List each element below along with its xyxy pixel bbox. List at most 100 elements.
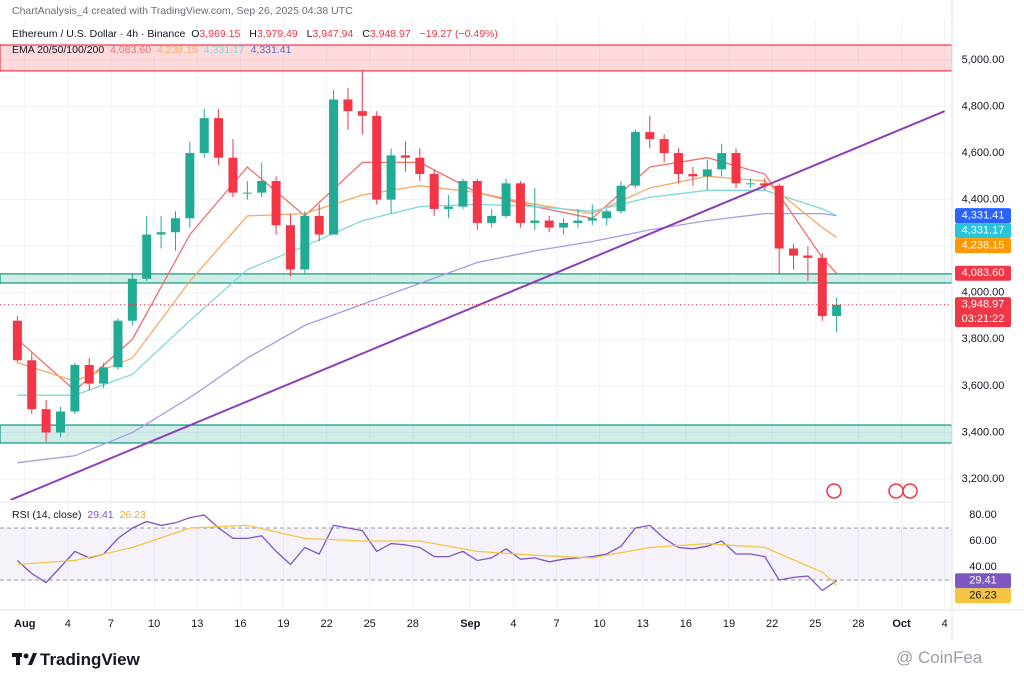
candle-body — [645, 132, 655, 140]
rsi-line — [16, 514, 837, 592]
y-tick-label: 3,800.00 — [962, 333, 1005, 345]
y-tick-label: 4,400.00 — [962, 194, 1005, 206]
candle-body — [630, 132, 640, 186]
candle-body — [674, 153, 684, 175]
candle-body — [285, 225, 295, 270]
price-badge-label: 4,238.15 — [962, 240, 1005, 252]
x-tick-label: 19 — [277, 618, 289, 630]
y-tick-label: 4,800.00 — [962, 100, 1005, 112]
price-badge-label: 3,948.97 — [962, 299, 1005, 311]
x-tick-label: 13 — [637, 618, 649, 630]
trendline — [9, 110, 946, 500]
candle-body — [41, 409, 51, 433]
x-tick-label: 28 — [852, 618, 864, 630]
candle-body — [458, 180, 468, 207]
ohlc-value: 3,947.94 — [312, 28, 354, 40]
event-icon — [826, 483, 842, 499]
x-tick-label: 22 — [766, 618, 778, 630]
x-tick-label: 7 — [108, 618, 114, 630]
x-tick-label: 4 — [942, 618, 948, 630]
candle-body — [228, 157, 238, 193]
price-badge — [955, 238, 1011, 254]
candle-body — [415, 157, 425, 175]
x-tick-label: 4 — [510, 618, 516, 630]
y-tick-label: 4,600.00 — [962, 147, 1005, 159]
x-tick-label: 28 — [407, 618, 419, 630]
candle-body — [760, 183, 770, 186]
credit: ChartAnalysis_4 created with TradingView… — [12, 5, 353, 17]
ohlc-value: 3,948.97 — [369, 28, 411, 40]
ohlc-item: H3,979.49 — [249, 28, 300, 40]
x-tick-label: 16 — [680, 618, 692, 630]
candle-body — [832, 304, 842, 317]
candle-body — [429, 174, 439, 209]
symbol-title: Ethereum / U.S. Dollar · 4h · Binance — [12, 28, 186, 40]
ohlc-label: C — [362, 28, 370, 40]
axes: Aug 4 7 10 13 16 19 22 25 28 Sep 4 7 10 13 16 19 22 25 28 Oc… — [14, 54, 1011, 630]
rsi-badge — [955, 573, 1011, 589]
price-badge-label: 4,331.41 — [962, 210, 1005, 222]
rsi-title: RSI (14, close) — [12, 509, 82, 521]
candle-body — [587, 218, 597, 221]
candle-body — [271, 180, 281, 226]
rsi-band — [0, 528, 952, 581]
event-icons — [826, 483, 918, 499]
candle-body — [199, 118, 209, 154]
candle-body — [803, 255, 813, 258]
candle-body — [789, 248, 799, 256]
price-badge-label: 4,331.17 — [962, 225, 1005, 237]
change: −19.27 (−0.49%) — [419, 28, 498, 40]
price-badge-label: 4,083.60 — [962, 267, 1005, 279]
x-tick-label: 13 — [191, 618, 203, 630]
candle-body — [357, 111, 367, 116]
y-tick-label: 5,000.00 — [962, 54, 1005, 66]
x-tick-label: Sep — [460, 618, 480, 630]
x-tick-label: 7 — [553, 618, 559, 630]
ohlc-label: H — [249, 28, 257, 40]
y-tick-label: 80.00 — [969, 509, 997, 521]
ema-value: 4,238.15 — [156, 44, 198, 56]
symbol-line: Ethereum / U.S. Dollar · 4h · Binance O3… — [12, 28, 501, 40]
candle-body — [55, 411, 65, 433]
candle-body — [329, 99, 339, 235]
candle-body — [257, 180, 267, 193]
ema-legend: EMA 20/50/100/200 4,083.60 4,238.15 4,33… — [12, 44, 294, 56]
y-tick-label: 40.00 — [969, 561, 997, 573]
ema-label: EMA 20/50/100/200 — [12, 44, 105, 56]
ema-line — [17, 212, 837, 464]
candle-body — [573, 220, 583, 223]
candle-body — [84, 364, 94, 384]
countdown: 03:21:22 — [962, 313, 1005, 325]
candle-body — [688, 174, 698, 177]
ema-value: 4,331.17 — [203, 44, 245, 56]
rsi-badge-label: 26.23 — [969, 590, 997, 602]
x-tick-label: 16 — [234, 618, 246, 630]
candle-body — [99, 367, 109, 384]
candle-body — [472, 180, 482, 223]
rsi-badge-label: 29.41 — [969, 575, 997, 587]
candle-body — [501, 183, 511, 216]
ema-value: 4,331.41 — [250, 44, 292, 56]
candle-body — [214, 118, 224, 158]
candle-body — [242, 192, 252, 194]
x-tick-label: Oct — [892, 618, 911, 630]
ohlc-item: O3,969.15 — [191, 28, 243, 40]
y-tick-label: 60.00 — [969, 535, 997, 547]
candle-body — [113, 320, 123, 368]
candle-body — [343, 99, 353, 112]
candle-body — [487, 215, 497, 223]
event-icon — [902, 483, 918, 499]
event-icon — [888, 483, 904, 499]
candle-body — [400, 155, 410, 158]
candle-body — [372, 115, 382, 200]
candle-body — [745, 183, 755, 185]
ohlc-item: L3,947.94 — [307, 28, 357, 40]
logo-part — [16, 653, 20, 665]
candle-body — [386, 155, 396, 200]
candle-body — [817, 257, 827, 317]
candle-body — [702, 169, 712, 177]
logo: TradingView — [40, 650, 140, 669]
candle-body — [717, 153, 727, 170]
